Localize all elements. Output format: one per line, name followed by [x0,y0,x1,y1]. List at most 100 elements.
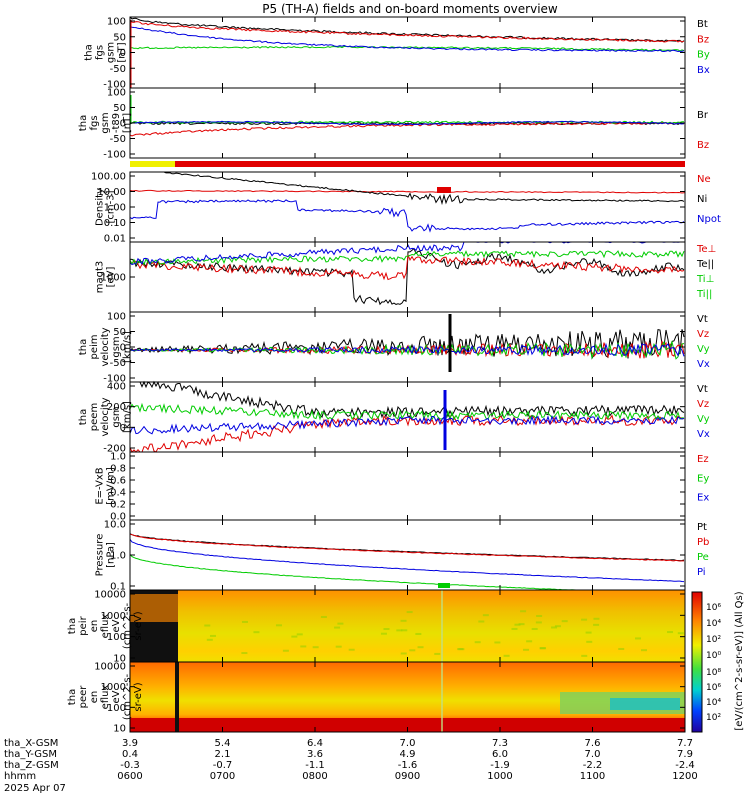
x-axis-value: -2.4 [675,760,695,771]
legend-vy: Vy [697,414,710,425]
legend-ti: Ti|| [696,289,712,300]
y-tick-label: 10 [113,654,126,665]
y-axis-label-line: eV [111,690,122,703]
y-tick-label: 10000 [94,662,126,673]
by-line [129,45,685,52]
peir-spectrogram-speck [380,632,387,635]
peir-spectrogram-speck [291,635,298,638]
peim-vy [129,340,685,360]
pt-line [129,533,685,562]
panel-frame-pressure [129,519,686,591]
peir-spectrogram-speck [337,622,344,625]
y-tick-label: -50 [110,64,126,75]
x-axis-value: 1200 [672,771,697,782]
y-tick-label: 0.1 [110,582,126,593]
bx-line [129,26,685,53]
peer-spectrogram [130,662,685,732]
y-tick-label: 10.00 [97,187,126,198]
peir-spectrogram-speck [417,646,424,649]
x-axis-value: -0.3 [120,760,140,771]
y-tick-label: -100 [103,80,126,91]
y-tick-label: 50 [113,103,126,114]
teperp-line [129,254,685,281]
y-tick-label: -50 [110,358,126,369]
y-tick-label: 0 [120,48,126,59]
y-tick-label: 0.2 [110,500,126,511]
x-axis-value: 3.9 [122,738,138,749]
pe-line [129,553,684,591]
legend-vt: Vt [697,314,708,325]
x-axis-value: 6.4 [307,738,323,749]
legend-te: Te⊥ [696,244,716,255]
y-tick-label: 0.8 [110,464,126,475]
peir-spectrogram-speck [511,627,518,630]
x-axis-value: 7.0 [400,738,416,749]
x-axis-value: -1.9 [490,760,510,771]
x-axis-value: 7.7 [677,738,693,749]
y-tick-label: 100.00 [91,172,126,183]
pe-marker [438,583,450,588]
y-axis-label-line: [mV/m] [106,467,117,505]
peer-spectrogram-patch-core [610,698,680,710]
y-tick-label: 100 [107,312,126,323]
y-axis-label-peir-spec: tha peir en eflux eV (cm^2-s-sr-eV) [67,602,144,649]
legend-vz: Vz [697,399,709,410]
peir-spectrogram-speck [282,649,289,652]
colorbar-tick: 10⁰ [706,651,721,661]
y-tick-label: 100 [107,703,126,714]
x-axis-value: 0800 [302,771,327,782]
y-axis-label-line: eV [111,619,122,632]
peir-spectrogram-speck [523,648,530,651]
y-axis-label-line: [km/s] [122,331,133,363]
x-axis-value: 0600 [117,771,142,782]
peir-spectrogram-speck [640,649,647,652]
bz-line [129,19,685,43]
peir-spectrogram-speck [531,627,538,630]
y-tick-label: 10 [113,724,126,735]
y-axis-label-line: tha [78,115,89,131]
x-axis-value: 6.0 [492,749,508,760]
peir-spectrogram-speck [526,640,533,643]
y-axis-label-line: (cm^2-s- [122,602,133,649]
colorbar-bar [691,591,703,733]
x-axis-value: 3.6 [307,749,323,760]
peir-spectrogram-speck [593,617,600,620]
x-axis-value: 4.9 [400,749,416,760]
y-axis-label-line: sr-eV) [133,611,144,640]
legend-pe: Pe [697,552,709,563]
peir-spectrogram-speck [554,625,561,628]
peir-spectrogram-dropout-band [130,594,178,622]
y-axis-label-line: tha [84,44,95,60]
colorbar-tick: 10⁶ [706,683,721,693]
legend-ez: Ez [697,454,709,465]
y-tick-label: 1.0 [110,452,126,463]
y-axis-label-efield: E=-VxB [mV/m] [95,467,117,505]
y-tick-label: 10000 [94,590,126,601]
legend-bz: Bz [697,140,709,151]
y-tick-label: 1.00 [104,203,126,214]
y-tick-label: -200 [103,444,126,455]
colorbar-tick: 10⁴ [706,698,721,708]
x-axis-value: 1000 [487,771,512,782]
y-axis-label-line: E=-VxB [95,467,106,504]
y-tick-label: 100 [107,17,126,28]
peer-spectrogram-low-band [130,718,685,732]
legend-npot: Npot [697,214,721,225]
colorbar [691,591,703,733]
y-tick-label: 400 [107,382,126,393]
peir-spectrogram-speck [300,645,307,648]
colorbar-tick: 10⁴ [706,619,721,629]
y-axis-label-fgs-dip: tha fgs gsm -t89 [nT] [78,112,133,133]
legend-vx: Vx [697,429,710,440]
peir-spectrogram-speck [482,614,489,617]
ni-line [130,171,685,206]
legend-br: Br [697,110,709,121]
y-tick-label: 0 [120,423,126,434]
peir-spectrogram-speck [581,618,588,621]
colorbar-tick: 10² [706,635,721,645]
peir-spectrogram-speck [241,620,248,623]
x-axis-value: 2.1 [215,749,231,760]
colorbar-tick: 10⁸ [706,668,721,678]
y-axis-label-line: [nPa] [106,542,117,568]
y-axis-label-density: Density [cm-3] [95,188,117,226]
